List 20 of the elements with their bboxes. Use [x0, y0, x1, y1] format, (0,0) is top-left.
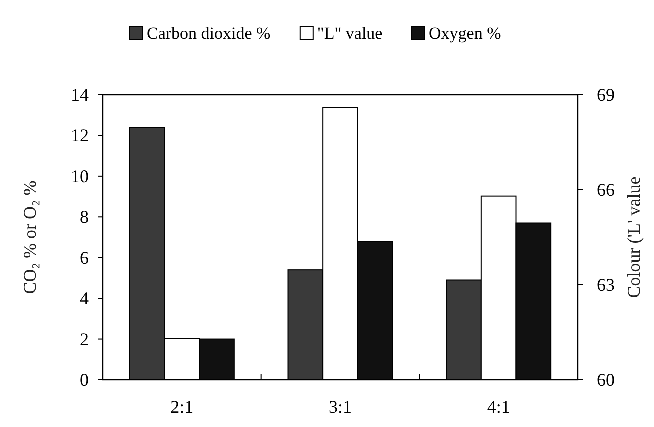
y-tick-label: 4 — [80, 288, 89, 309]
y2-tick-label: 60 — [597, 370, 615, 390]
y-tick-label: 12 — [71, 126, 89, 146]
y-tick-label: 14 — [71, 85, 89, 105]
legend-label: "L" value — [317, 24, 383, 43]
y-tick-label: 0 — [80, 370, 89, 390]
y-tick-label: 6 — [80, 248, 89, 268]
y-tick-label: 8 — [80, 207, 89, 228]
x-tick-label: 2:1 — [170, 397, 194, 417]
y2-axis-title: Colour ('L' value — [624, 176, 644, 298]
y2-tick-label: 63 — [597, 275, 615, 295]
y-tick-label: 10 — [71, 166, 89, 186]
legend-label: Carbon dioxide % — [147, 24, 271, 43]
y-tick-label: 2 — [80, 329, 89, 350]
x-tick-label: 3:1 — [328, 397, 352, 417]
legend-label: Oxygen % — [429, 24, 502, 43]
y2-tick-label: 66 — [597, 180, 615, 200]
x-tick-label: 4:1 — [487, 397, 510, 417]
y-axis-title: CO₂ % or O₂ % — [20, 180, 40, 294]
y2-tick-label: 69 — [597, 85, 615, 105]
